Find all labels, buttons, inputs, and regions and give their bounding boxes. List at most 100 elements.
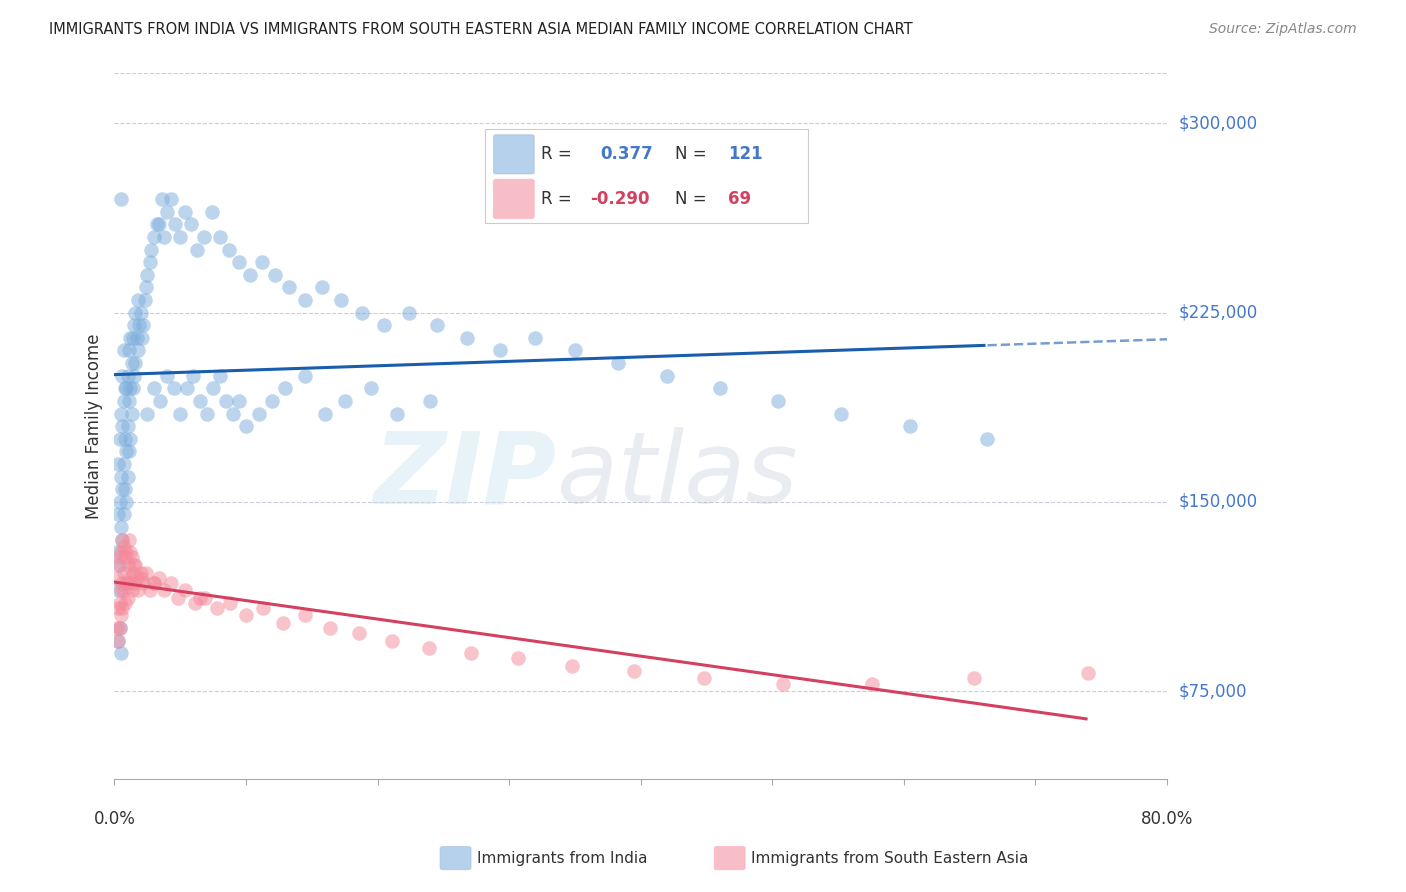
Point [350, 306, 373, 320]
Point [115, 545, 138, 559]
Point [124, 558, 146, 572]
Point [153, 583, 176, 598]
Point [228, 255, 250, 269]
Text: IMMIGRANTS FROM INDIA VS IMMIGRANTS FROM SOUTH EASTERN ASIA MEDIAN FAMILY INCOME: IMMIGRANTS FROM INDIA VS IMMIGRANTS FROM… [49, 22, 912, 37]
Point [120, 381, 142, 395]
Point [110, 469, 132, 483]
Point [108, 558, 131, 572]
Point [194, 591, 217, 605]
Point [166, 591, 188, 605]
Point [111, 419, 134, 434]
Point [228, 393, 250, 408]
Point [115, 575, 138, 590]
Point [183, 368, 205, 383]
Point [381, 633, 404, 648]
Text: R =: R = [541, 145, 578, 163]
Point [136, 407, 159, 421]
Point [1077, 666, 1099, 681]
Point [122, 558, 145, 572]
Point [561, 658, 583, 673]
Point [112, 457, 135, 471]
Point [252, 600, 274, 615]
Point [160, 575, 183, 590]
Point [121, 550, 143, 565]
Point [110, 545, 132, 559]
Text: $225,000: $225,000 [1178, 303, 1257, 322]
Point [169, 230, 191, 244]
Point [127, 343, 149, 358]
Text: $150,000: $150,000 [1178, 493, 1257, 511]
Point [387, 407, 409, 421]
Point [222, 407, 245, 421]
Point [183, 596, 205, 610]
Text: -0.290: -0.290 [591, 190, 650, 208]
Point [121, 583, 143, 598]
Point [274, 381, 297, 395]
Point [114, 381, 136, 395]
Point [247, 407, 270, 421]
Point [419, 393, 441, 408]
Point [118, 444, 141, 458]
Point [110, 407, 132, 421]
Y-axis label: Median Family Income: Median Family Income [86, 334, 103, 519]
Point [264, 268, 287, 282]
Text: ZIP: ZIP [374, 427, 557, 524]
Point [142, 230, 165, 244]
Point [107, 633, 129, 648]
Point [160, 192, 183, 206]
Point [607, 356, 630, 370]
Point [129, 306, 152, 320]
Point [148, 570, 170, 584]
Point [111, 600, 134, 615]
Point [489, 343, 512, 358]
Point [121, 331, 143, 345]
Point [124, 356, 146, 370]
Point [111, 368, 134, 383]
Text: Source: ZipAtlas.com: Source: ZipAtlas.com [1209, 22, 1357, 37]
Point [235, 608, 257, 623]
Point [110, 192, 132, 206]
Point [174, 583, 197, 598]
Point [294, 608, 316, 623]
Text: 69: 69 [728, 190, 751, 208]
Point [360, 381, 382, 395]
Point [112, 541, 135, 555]
Point [107, 600, 129, 615]
Point [239, 268, 262, 282]
Text: N =: N = [675, 145, 711, 163]
Point [121, 381, 143, 395]
Point [208, 368, 231, 383]
Point [107, 558, 129, 572]
Point [169, 407, 191, 421]
Point [108, 495, 131, 509]
Point [129, 566, 152, 580]
Point [132, 318, 155, 333]
Text: 121: 121 [728, 145, 763, 163]
Text: R =: R = [541, 190, 578, 208]
Point [112, 583, 135, 598]
Point [114, 482, 136, 496]
Point [115, 381, 138, 395]
Point [564, 343, 586, 358]
Point [105, 570, 128, 584]
Point [117, 591, 139, 605]
Point [108, 550, 131, 565]
Point [205, 600, 228, 615]
Point [311, 280, 333, 294]
Point [112, 566, 135, 580]
Point [135, 280, 157, 294]
Point [193, 230, 215, 244]
Point [111, 533, 134, 547]
Point [186, 243, 208, 257]
Point [766, 393, 789, 408]
Point [111, 533, 134, 547]
Text: atlas: atlas [557, 427, 799, 524]
Point [148, 218, 170, 232]
Point [188, 591, 211, 605]
Point [150, 192, 173, 206]
Point [262, 393, 284, 408]
Point [112, 343, 135, 358]
Point [418, 641, 440, 656]
Point [118, 343, 141, 358]
Point [121, 407, 143, 421]
